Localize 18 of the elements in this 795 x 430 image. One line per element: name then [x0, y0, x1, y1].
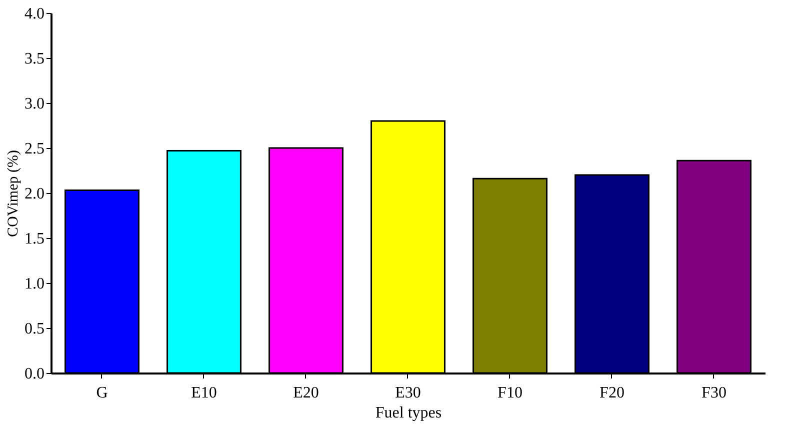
x-tick-label: F10 [498, 384, 522, 402]
y-tick-label: 3.0 [24, 96, 44, 112]
y-tick-label: 0.5 [24, 320, 44, 338]
x-tick-label: E10 [191, 384, 217, 402]
y-tick-label: 4.0 [24, 6, 44, 22]
x-axis-title: Fuel types [375, 404, 442, 422]
y-tick-label: 2.5 [24, 140, 44, 158]
y-tick-label: 3.5 [24, 50, 44, 68]
y-tick-label: 1.5 [24, 230, 44, 248]
x-tick-label: F30 [702, 384, 726, 402]
y-tick-label: 2.0 [24, 186, 44, 202]
x-tick-label: E30 [395, 384, 421, 402]
y-tick-label: 0.0 [24, 366, 44, 382]
x-tick-label: G [96, 384, 108, 402]
y-tick-label: 1.0 [24, 276, 44, 292]
y-axis-title: COVimep (%) [6, 150, 22, 237]
x-tick-label: E20 [293, 384, 319, 402]
x-tick-label: F20 [600, 384, 624, 402]
